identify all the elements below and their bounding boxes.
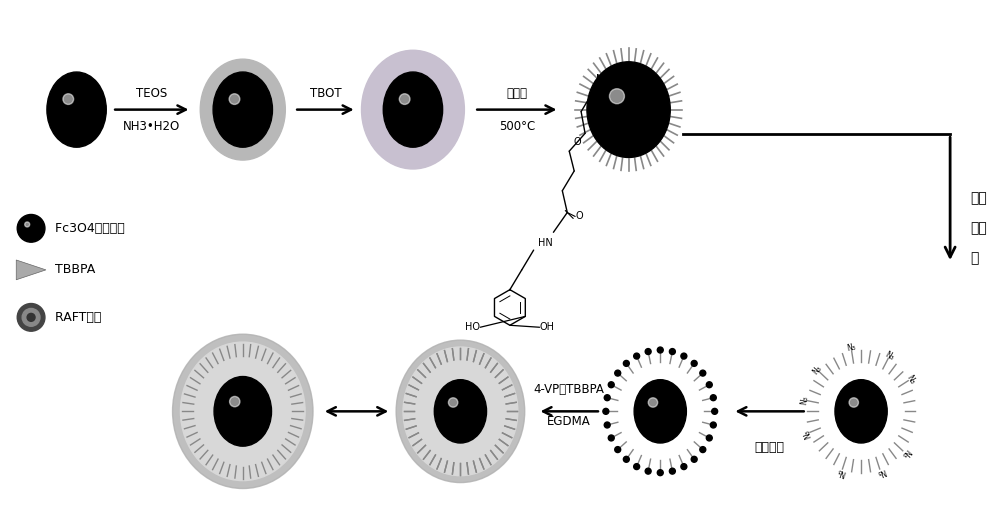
Text: Fc3O4纳米粒子: Fc3O4纳米粒子 <box>51 222 125 235</box>
Text: 表面: 表面 <box>970 192 987 206</box>
Circle shape <box>700 447 706 453</box>
Ellipse shape <box>434 380 487 443</box>
Ellipse shape <box>180 342 305 481</box>
Circle shape <box>681 464 687 470</box>
Text: N₃: N₃ <box>846 343 856 353</box>
Circle shape <box>657 347 663 353</box>
Text: 功能: 功能 <box>970 221 987 235</box>
Polygon shape <box>16 260 46 280</box>
Circle shape <box>634 464 640 470</box>
Ellipse shape <box>17 214 45 242</box>
Text: N$_3$: N$_3$ <box>595 72 609 86</box>
Circle shape <box>691 361 697 366</box>
Circle shape <box>604 422 610 428</box>
Text: HN: HN <box>538 238 552 248</box>
Circle shape <box>623 456 629 462</box>
Circle shape <box>623 361 629 366</box>
Ellipse shape <box>587 62 670 157</box>
Text: N₃: N₃ <box>875 466 886 478</box>
Ellipse shape <box>213 72 272 147</box>
Text: O: O <box>575 211 583 222</box>
Text: HO: HO <box>465 322 480 332</box>
Circle shape <box>710 395 716 400</box>
Ellipse shape <box>200 59 285 160</box>
Ellipse shape <box>173 334 313 488</box>
Circle shape <box>399 94 410 105</box>
Text: 热处理: 热处理 <box>506 87 527 100</box>
Circle shape <box>230 396 240 407</box>
Circle shape <box>17 304 45 331</box>
Circle shape <box>712 408 718 414</box>
Text: OH: OH <box>540 322 555 332</box>
Ellipse shape <box>383 72 443 147</box>
Ellipse shape <box>396 340 525 483</box>
Circle shape <box>706 382 712 387</box>
Circle shape <box>615 447 621 453</box>
Circle shape <box>706 435 712 441</box>
Circle shape <box>22 308 40 326</box>
Text: N₃: N₃ <box>811 364 824 376</box>
Circle shape <box>63 94 74 105</box>
Text: RAFT试剂: RAFT试剂 <box>51 311 101 324</box>
Text: 点击化学: 点击化学 <box>754 441 784 454</box>
Text: O: O <box>573 137 581 147</box>
Circle shape <box>710 422 716 428</box>
Circle shape <box>604 395 610 400</box>
Ellipse shape <box>634 380 686 443</box>
Circle shape <box>609 89 624 104</box>
Circle shape <box>448 398 458 407</box>
Text: N₃: N₃ <box>899 447 911 459</box>
Text: TBBPA: TBBPA <box>51 263 95 277</box>
Circle shape <box>645 468 651 474</box>
Circle shape <box>691 456 697 462</box>
Text: NH3•H2O: NH3•H2O <box>123 120 180 133</box>
Circle shape <box>603 408 609 414</box>
Circle shape <box>648 398 658 407</box>
Circle shape <box>700 370 706 376</box>
Ellipse shape <box>47 72 106 147</box>
Circle shape <box>615 370 621 376</box>
Circle shape <box>25 222 30 227</box>
Circle shape <box>669 349 675 354</box>
Circle shape <box>645 349 651 354</box>
Ellipse shape <box>403 347 518 476</box>
Text: TBOT: TBOT <box>310 87 341 100</box>
Circle shape <box>657 470 663 476</box>
Circle shape <box>634 353 640 359</box>
Text: TEOS: TEOS <box>136 87 167 100</box>
Ellipse shape <box>835 380 887 443</box>
Circle shape <box>681 353 687 359</box>
Circle shape <box>669 468 675 474</box>
Text: N₃: N₃ <box>800 395 810 405</box>
Ellipse shape <box>214 377 272 446</box>
Text: N₃: N₃ <box>802 428 813 439</box>
Text: EGDMA: EGDMA <box>547 415 591 428</box>
Text: 4-VP、TBBPA: 4-VP、TBBPA <box>534 382 605 396</box>
Circle shape <box>849 398 858 407</box>
Text: 化: 化 <box>970 251 978 265</box>
Circle shape <box>608 435 614 441</box>
Text: N₃: N₃ <box>904 373 917 385</box>
Circle shape <box>229 94 240 105</box>
Circle shape <box>27 313 35 321</box>
Ellipse shape <box>362 50 464 169</box>
Text: 500°C: 500°C <box>499 120 535 133</box>
Text: N₃: N₃ <box>884 350 896 362</box>
Circle shape <box>608 382 614 387</box>
Text: N₃: N₃ <box>836 466 847 478</box>
